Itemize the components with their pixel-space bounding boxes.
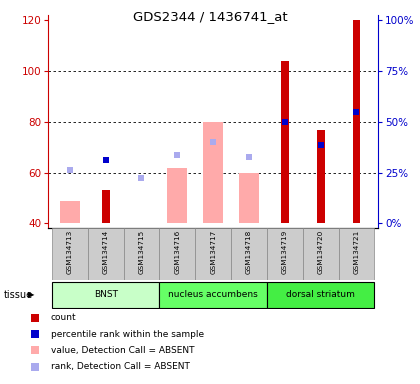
FancyBboxPatch shape bbox=[88, 228, 123, 280]
FancyBboxPatch shape bbox=[303, 228, 339, 280]
Text: percentile rank within the sample: percentile rank within the sample bbox=[51, 329, 204, 339]
Text: GSM134717: GSM134717 bbox=[210, 230, 216, 274]
Bar bbox=[317, 129, 325, 223]
FancyBboxPatch shape bbox=[160, 228, 195, 280]
Text: GSM134721: GSM134721 bbox=[354, 230, 360, 274]
Bar bbox=[60, 200, 80, 223]
Text: GDS2344 / 1436741_at: GDS2344 / 1436741_at bbox=[133, 10, 287, 23]
Bar bbox=[102, 190, 110, 223]
Text: GSM134718: GSM134718 bbox=[246, 230, 252, 274]
FancyBboxPatch shape bbox=[267, 228, 303, 280]
Text: GSM134715: GSM134715 bbox=[139, 230, 144, 274]
Bar bbox=[203, 122, 223, 223]
Text: BNST: BNST bbox=[94, 290, 118, 299]
FancyBboxPatch shape bbox=[231, 228, 267, 280]
Bar bbox=[281, 61, 289, 223]
Bar bbox=[352, 20, 360, 223]
Text: value, Detection Call = ABSENT: value, Detection Call = ABSENT bbox=[51, 346, 194, 355]
Bar bbox=[239, 173, 259, 223]
Text: rank, Detection Call = ABSENT: rank, Detection Call = ABSENT bbox=[51, 362, 189, 371]
Bar bbox=[168, 167, 187, 223]
Text: GSM134716: GSM134716 bbox=[174, 230, 180, 274]
FancyBboxPatch shape bbox=[339, 228, 374, 280]
Text: nucleus accumbens: nucleus accumbens bbox=[168, 290, 258, 299]
FancyBboxPatch shape bbox=[195, 228, 231, 280]
Text: dorsal striatum: dorsal striatum bbox=[286, 290, 355, 299]
FancyBboxPatch shape bbox=[123, 228, 160, 280]
Text: GSM134720: GSM134720 bbox=[318, 230, 324, 274]
Text: GSM134719: GSM134719 bbox=[282, 230, 288, 274]
FancyBboxPatch shape bbox=[267, 282, 374, 308]
Text: GSM134714: GSM134714 bbox=[102, 230, 109, 274]
FancyBboxPatch shape bbox=[52, 228, 88, 280]
Text: count: count bbox=[51, 313, 76, 322]
Text: tissue: tissue bbox=[4, 290, 33, 300]
Text: GSM134713: GSM134713 bbox=[67, 230, 73, 274]
Text: ▶: ▶ bbox=[28, 290, 35, 300]
FancyBboxPatch shape bbox=[52, 282, 160, 308]
FancyBboxPatch shape bbox=[160, 282, 267, 308]
